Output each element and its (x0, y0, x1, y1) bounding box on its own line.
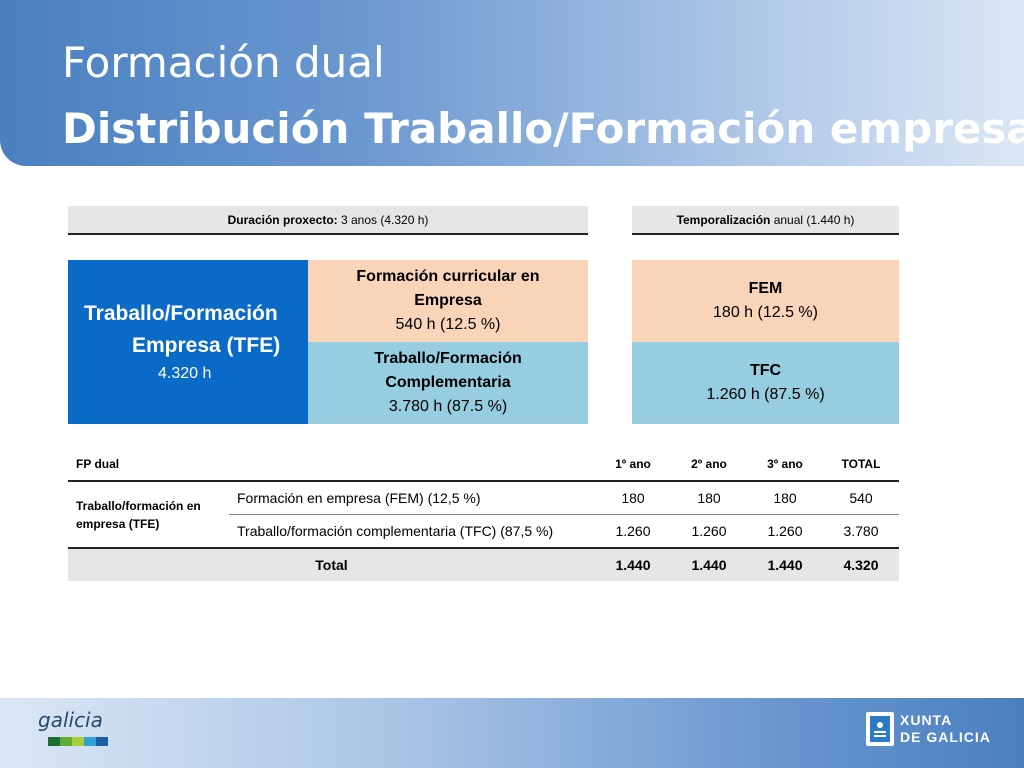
table-header-row: FP dual 1º ano 2º ano 3º ano TOTAL (68, 448, 899, 482)
fem-box: FEM 180 h (12.5 %) (632, 260, 899, 342)
hours-table: FP dual 1º ano 2º ano 3º ano TOTAL Traba… (68, 448, 899, 581)
complementary-training-box: Traballo/Formación Complementaria 3.780 … (308, 342, 588, 424)
group-label: Traballo/formación en empresa (TFE) (68, 481, 229, 549)
project-duration-caption: Duración proxecto: 3 anos (4.320 h) (68, 206, 588, 235)
col-year3: 3º ano (747, 448, 823, 482)
cell-value: 1.260 (595, 514, 671, 549)
table-row: Traballo/formación complementaria (TFC) … (68, 514, 899, 549)
cell-value: 1.440 (595, 548, 671, 581)
total-row: Total 1.440 1.440 1.440 4.320 (68, 548, 899, 581)
cell-value: 180 (595, 481, 671, 515)
cell-value: 4.320 (823, 548, 899, 581)
cell-value: 180 (747, 481, 823, 515)
curricular-training-box: Formación curricular en Empresa 540 h (1… (308, 260, 588, 342)
cell-value: 540 (823, 481, 899, 515)
tfe-box: Traballo/Formación Empresa (TFE) 4.320 h (68, 260, 308, 424)
xunta-logo: XUNTA DE GALICIA (900, 712, 991, 745)
cell-value: 180 (671, 481, 747, 515)
page-title: Formación dual (62, 38, 385, 87)
annual-timing-caption: Temporalización anual (1.440 h) (632, 206, 899, 235)
footer-banner (0, 698, 1024, 768)
page-subtitle: Distribución Traballo/Formación empresa (62, 104, 1024, 153)
col-year1: 1º ano (595, 448, 671, 482)
table-row: Traballo/formación en empresa (TFE) Form… (68, 481, 899, 549)
col-total: TOTAL (823, 448, 899, 482)
xunta-shield-icon (866, 712, 894, 746)
table-header-label: FP dual (68, 448, 595, 482)
total-label: Total (68, 548, 595, 581)
tfc-box: TFC 1.260 h (87.5 %) (632, 342, 899, 424)
row-label: Traballo/formación complementaria (TFC) … (229, 514, 595, 549)
cell-value: 3.780 (823, 514, 899, 549)
cell-value: 1.440 (747, 548, 823, 581)
cell-value: 1.260 (747, 514, 823, 549)
galicia-logo-stripes (48, 737, 108, 746)
col-year2: 2º ano (671, 448, 747, 482)
cell-value: 1.440 (671, 548, 747, 581)
cell-value: 1.260 (671, 514, 747, 549)
title-banner (0, 0, 1024, 166)
galicia-logo: galicia (38, 708, 103, 732)
row-label: Formación en empresa (FEM) (12,5 %) (229, 481, 595, 515)
